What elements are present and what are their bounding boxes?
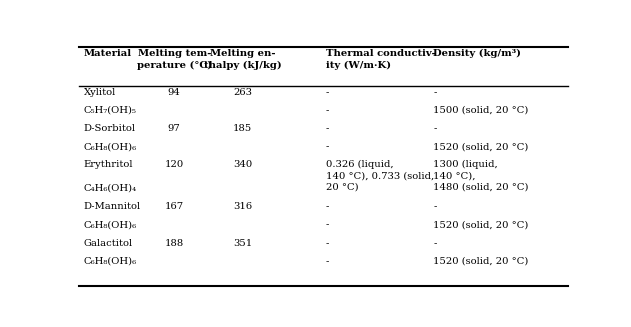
Text: 263: 263 bbox=[233, 88, 252, 97]
Text: -: - bbox=[433, 124, 437, 133]
Text: -: - bbox=[433, 202, 437, 211]
Text: 1520 (solid, 20 °C): 1520 (solid, 20 °C) bbox=[433, 257, 529, 266]
Text: Xylitol: Xylitol bbox=[84, 88, 116, 97]
Text: -: - bbox=[433, 88, 437, 97]
Text: C₆H₈(OH)₆: C₆H₈(OH)₆ bbox=[84, 142, 137, 151]
Text: -: - bbox=[433, 239, 437, 248]
Text: D-Sorbitol: D-Sorbitol bbox=[84, 124, 136, 133]
Text: 188: 188 bbox=[165, 239, 184, 248]
Text: Melting tem-
perature (°C): Melting tem- perature (°C) bbox=[137, 49, 212, 70]
Text: Melting en-
thalpy (kJ/kg): Melting en- thalpy (kJ/kg) bbox=[204, 49, 281, 70]
Text: -: - bbox=[326, 220, 329, 230]
Text: 97: 97 bbox=[168, 124, 180, 133]
Text: -: - bbox=[326, 202, 329, 211]
Text: Erythritol: Erythritol bbox=[84, 160, 133, 169]
Text: C₅H₇(OH)₅: C₅H₇(OH)₅ bbox=[84, 106, 137, 115]
Text: -: - bbox=[326, 88, 329, 97]
Text: 316: 316 bbox=[233, 202, 252, 211]
Text: 1520 (solid, 20 °C): 1520 (solid, 20 °C) bbox=[433, 220, 529, 230]
Text: -: - bbox=[326, 142, 329, 151]
Text: Thermal conductiv-
ity (W/m·K): Thermal conductiv- ity (W/m·K) bbox=[326, 49, 435, 70]
Text: -: - bbox=[326, 124, 329, 133]
Text: 0.326 (liquid,
140 °C), 0.733 (solid,
20 °C): 0.326 (liquid, 140 °C), 0.733 (solid, 20… bbox=[326, 160, 434, 192]
Text: C₆H₈(OH)₆: C₆H₈(OH)₆ bbox=[84, 257, 137, 266]
Text: -: - bbox=[326, 257, 329, 266]
Text: D-Mannitol: D-Mannitol bbox=[84, 202, 141, 211]
Text: 351: 351 bbox=[233, 239, 252, 248]
Text: 1300 (liquid,
140 °C),
1480 (solid, 20 °C): 1300 (liquid, 140 °C), 1480 (solid, 20 °… bbox=[433, 160, 529, 192]
Text: Material: Material bbox=[84, 49, 132, 58]
Text: 1500 (solid, 20 °C): 1500 (solid, 20 °C) bbox=[433, 106, 529, 115]
Text: Galactitol: Galactitol bbox=[84, 239, 133, 248]
Text: 120: 120 bbox=[165, 160, 184, 169]
Text: 340: 340 bbox=[233, 160, 252, 169]
Text: 1520 (solid, 20 °C): 1520 (solid, 20 °C) bbox=[433, 142, 529, 151]
Text: 167: 167 bbox=[165, 202, 184, 211]
Text: -: - bbox=[326, 106, 329, 115]
Text: 94: 94 bbox=[168, 88, 180, 97]
Text: -: - bbox=[326, 239, 329, 248]
Text: C₆H₈(OH)₆: C₆H₈(OH)₆ bbox=[84, 220, 137, 230]
Text: Density (kg/m³): Density (kg/m³) bbox=[433, 49, 521, 59]
Text: 185: 185 bbox=[233, 124, 252, 133]
Text: C₄H₆(OH)₄: C₄H₆(OH)₄ bbox=[84, 183, 137, 193]
